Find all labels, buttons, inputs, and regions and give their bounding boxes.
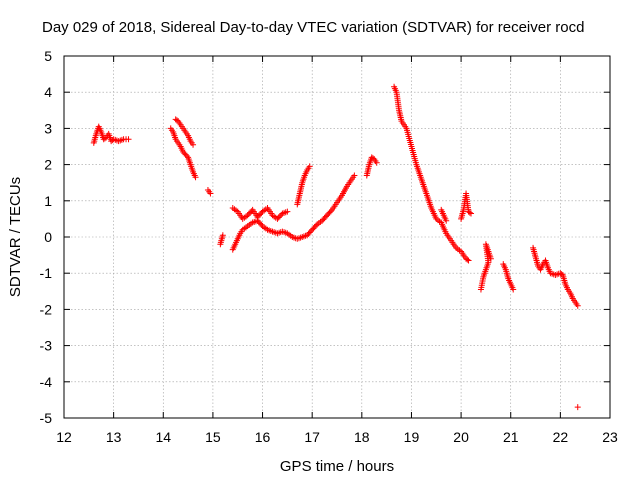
x-tick-label: 15 xyxy=(205,429,221,445)
x-tick-label: 19 xyxy=(404,429,420,445)
data-point xyxy=(373,159,380,166)
data-point xyxy=(207,190,214,197)
y-tick-label: 5 xyxy=(44,48,52,64)
data-point xyxy=(487,255,494,262)
y-tick-label: -4 xyxy=(40,374,53,390)
x-tick-label: 23 xyxy=(602,429,618,445)
x-tick-label: 21 xyxy=(503,429,519,445)
y-tick-label: -3 xyxy=(40,338,53,354)
data-point xyxy=(466,209,473,216)
data-point xyxy=(510,286,517,293)
y-tick-label: -1 xyxy=(40,265,53,281)
chart-title: Day 029 of 2018, Sidereal Day-to-day VTE… xyxy=(42,19,584,36)
data-point xyxy=(574,302,581,309)
data-point xyxy=(443,217,450,224)
data-point xyxy=(258,210,265,217)
data-point xyxy=(219,232,226,239)
data-point xyxy=(351,172,358,179)
x-tick-label: 12 xyxy=(56,429,72,445)
x-tick-label: 17 xyxy=(304,429,320,445)
x-axis-label: GPS time / hours xyxy=(280,458,394,475)
data-point xyxy=(574,404,581,411)
data-point xyxy=(465,257,472,264)
grid xyxy=(64,56,610,418)
data-point xyxy=(190,141,197,148)
data-point xyxy=(192,174,199,181)
data-points xyxy=(90,83,581,411)
x-tick-label: 18 xyxy=(354,429,370,445)
x-tick-label: 22 xyxy=(553,429,569,445)
data-point xyxy=(312,222,319,229)
data-point xyxy=(258,221,265,228)
y-tick-label: 4 xyxy=(44,84,52,100)
y-tick-label: 3 xyxy=(44,120,52,136)
data-point xyxy=(306,163,313,170)
y-axis-label: SDTVAR / TECUs xyxy=(7,177,24,297)
y-tick-label: -2 xyxy=(40,301,53,317)
y-tick-label: 1 xyxy=(44,193,52,209)
data-point xyxy=(468,210,475,217)
data-point xyxy=(284,208,291,215)
y-tick-label: -5 xyxy=(40,410,53,426)
x-tick-label: 20 xyxy=(453,429,469,445)
axis-ticks xyxy=(63,55,611,419)
data-point xyxy=(464,256,471,263)
data-point xyxy=(183,153,190,160)
y-tick-label: 2 xyxy=(44,157,52,173)
y-tick-label: 0 xyxy=(44,229,52,245)
x-tick-label: 13 xyxy=(106,429,122,445)
x-tick-label: 14 xyxy=(155,429,171,445)
data-point xyxy=(125,136,132,143)
x-tick-label: 16 xyxy=(255,429,271,445)
data-point xyxy=(327,208,334,215)
